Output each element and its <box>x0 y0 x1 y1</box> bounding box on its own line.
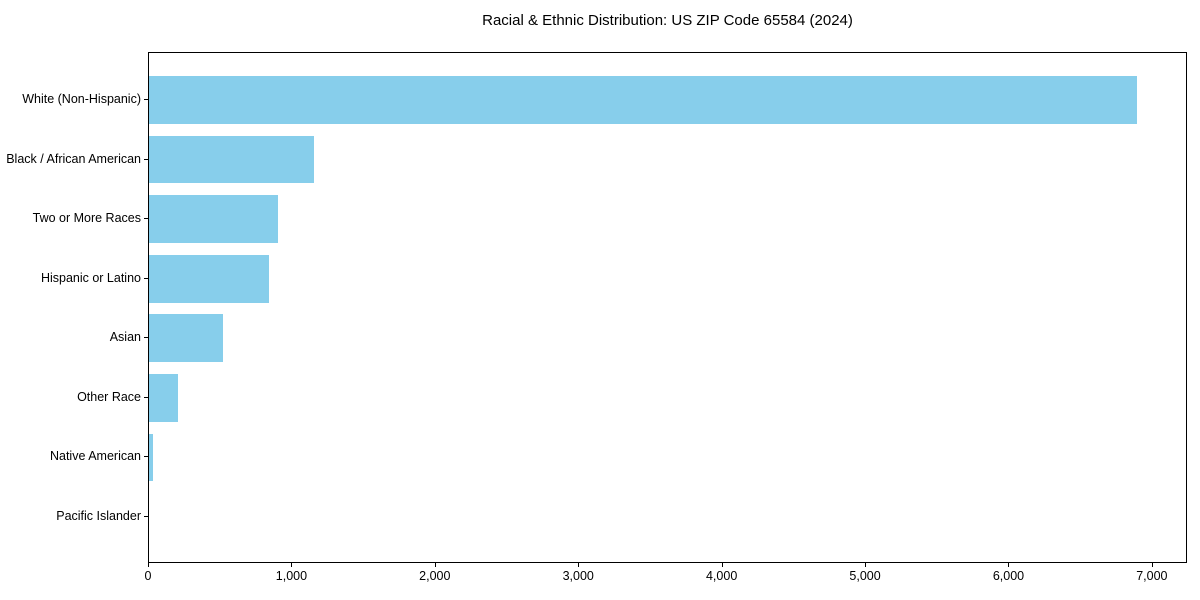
x-tick-mark <box>291 563 293 567</box>
y-tick-label: White (Non-Hispanic) <box>22 92 141 107</box>
bar-asian <box>149 314 224 363</box>
x-tick-label: 2,000 <box>419 569 451 583</box>
y-tick-mark <box>144 396 148 398</box>
y-tick-mark <box>144 218 148 220</box>
x-tick-mark <box>148 563 149 567</box>
x-tick-mark <box>578 563 580 567</box>
x-tick-mark <box>1151 563 1153 567</box>
bar-white-non-hispanic <box>149 76 1137 124</box>
y-tick-label: Other Race <box>77 389 141 404</box>
y-tick-label: Black / African American <box>6 151 141 166</box>
y-tick-mark <box>144 456 148 458</box>
x-tick-label: 6,000 <box>992 569 1025 583</box>
bar-black-african-american <box>149 135 314 184</box>
x-tick-mark <box>1008 563 1010 567</box>
x-tick-label: 3,000 <box>562 569 594 583</box>
y-tick-label: Native American <box>49 449 141 464</box>
x-tick-label: 1,000 <box>275 569 308 583</box>
x-tick-label: 7,000 <box>1136 569 1168 583</box>
y-tick-mark <box>144 337 148 339</box>
bar-hispanic-or-latino <box>149 254 270 303</box>
x-tick-mark <box>434 563 436 567</box>
x-tick-label: 5,000 <box>849 569 881 583</box>
chart-title: Racial & Ethnic Distribution: US ZIP Cod… <box>482 12 853 29</box>
plot-area <box>148 52 1187 563</box>
y-tick-mark <box>144 99 148 101</box>
bar-other-race <box>149 374 178 422</box>
y-tick-mark <box>144 515 148 517</box>
x-tick-mark <box>721 563 723 567</box>
x-tick-label: 4,000 <box>705 569 738 583</box>
bar-two-or-more-races <box>149 195 278 243</box>
y-tick-label: Two or More Races <box>32 211 141 226</box>
y-tick-mark <box>144 277 148 279</box>
y-tick-label: Hispanic or Latino <box>40 270 141 285</box>
x-tick-label: 0 <box>144 569 152 583</box>
y-tick-label: Pacific Islander <box>56 508 141 523</box>
y-tick-label: Asian <box>109 330 141 345</box>
x-tick-mark <box>865 563 867 567</box>
y-tick-mark <box>144 158 148 160</box>
bar-native-american <box>149 433 153 482</box>
